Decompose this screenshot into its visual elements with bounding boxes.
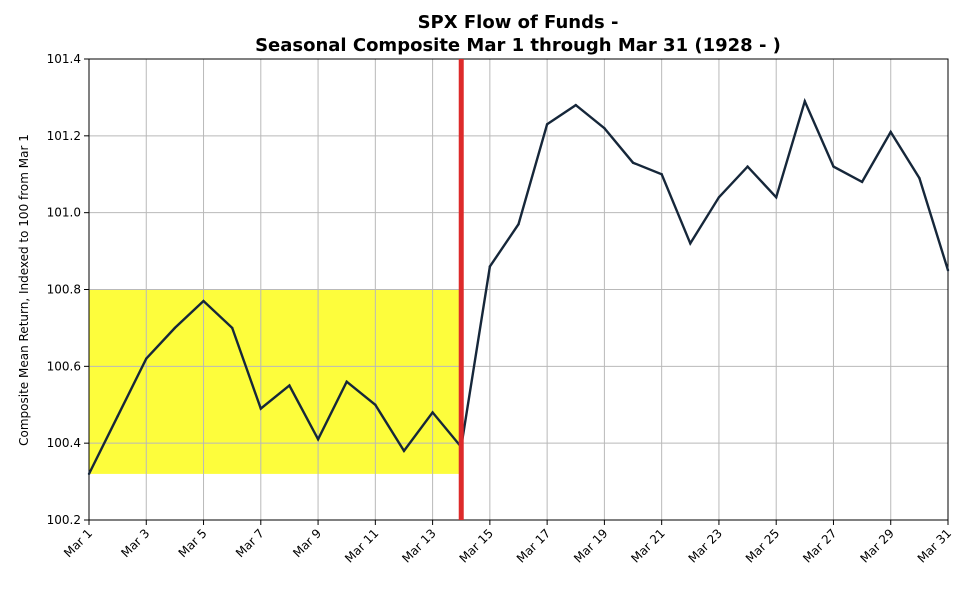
- y-tick-label: 100.2: [47, 513, 81, 527]
- data-point: [603, 126, 606, 130]
- data-point: [717, 196, 721, 199]
- x-tick-label: Mar 13: [399, 526, 438, 565]
- x-tick-label: Mar 11: [342, 526, 381, 565]
- y-tick-label: 100.4: [47, 436, 81, 450]
- data-point: [775, 196, 778, 199]
- data-point: [517, 222, 520, 226]
- data-point: [345, 380, 348, 383]
- chart-title: SPX Flow of Funds -: [418, 12, 619, 33]
- x-tick-label: Mar 25: [743, 526, 782, 565]
- data-point: [116, 415, 119, 418]
- x-tick-label: Mar 19: [571, 526, 610, 565]
- data-point: [316, 438, 320, 441]
- x-tick-label: Mar 23: [686, 526, 725, 565]
- data-point: [145, 357, 148, 360]
- plot-area: 100.2 100.4 100.6 100.8 101.0 101.2 101.4 Mar 1…: [47, 52, 954, 566]
- data-point: [173, 326, 177, 330]
- x-tick-label: Mar 31: [915, 526, 954, 565]
- x-tick-label: Mar 17: [514, 526, 553, 565]
- data-point: [87, 472, 91, 476]
- y-tick-label: 100.6: [47, 359, 81, 373]
- data-point: [545, 123, 549, 126]
- data-point: [631, 161, 635, 164]
- chart-subtitle: Seasonal Composite Mar 1 through Mar 31 …: [255, 35, 781, 56]
- data-point: [918, 176, 921, 180]
- data-point: [803, 100, 807, 103]
- data-point: [402, 449, 406, 453]
- y-tick-label: 101.2: [47, 129, 81, 143]
- y-axis-label: Composite Mean Return, Indexed to 100 fr…: [17, 134, 31, 446]
- x-tick-label: Mar 9: [290, 526, 324, 560]
- x-tick-label: Mar 5: [176, 526, 210, 560]
- data-point: [946, 269, 950, 272]
- y-tick-label: 101.0: [47, 206, 81, 220]
- highlight-region: [89, 289, 462, 474]
- data-point: [832, 165, 835, 168]
- data-point: [746, 165, 749, 168]
- x-tick-label: Mar 1: [61, 526, 95, 560]
- y-tick-label: 101.4: [47, 52, 81, 66]
- data-point: [259, 407, 262, 410]
- data-point: [374, 403, 377, 406]
- x-tick-label: Mar 27: [800, 526, 839, 565]
- data-point: [660, 173, 663, 176]
- data-point: [431, 411, 434, 414]
- data-point: [230, 326, 234, 330]
- x-tick-label: Mar 3: [118, 526, 152, 560]
- x-tick-label: Mar 21: [628, 526, 667, 565]
- x-tick-label: Mar 15: [457, 526, 496, 565]
- data-point: [488, 265, 492, 268]
- data-point: [574, 103, 577, 107]
- x-tick-label: Mar 29: [857, 526, 896, 565]
- data-point: [860, 180, 864, 184]
- data-point: [288, 384, 291, 387]
- y-tick-label: 100.8: [47, 283, 81, 297]
- data-point: [889, 130, 892, 134]
- x-tick-label: Mar 7: [233, 526, 267, 560]
- data-point: [689, 242, 692, 245]
- data-point: [202, 299, 205, 303]
